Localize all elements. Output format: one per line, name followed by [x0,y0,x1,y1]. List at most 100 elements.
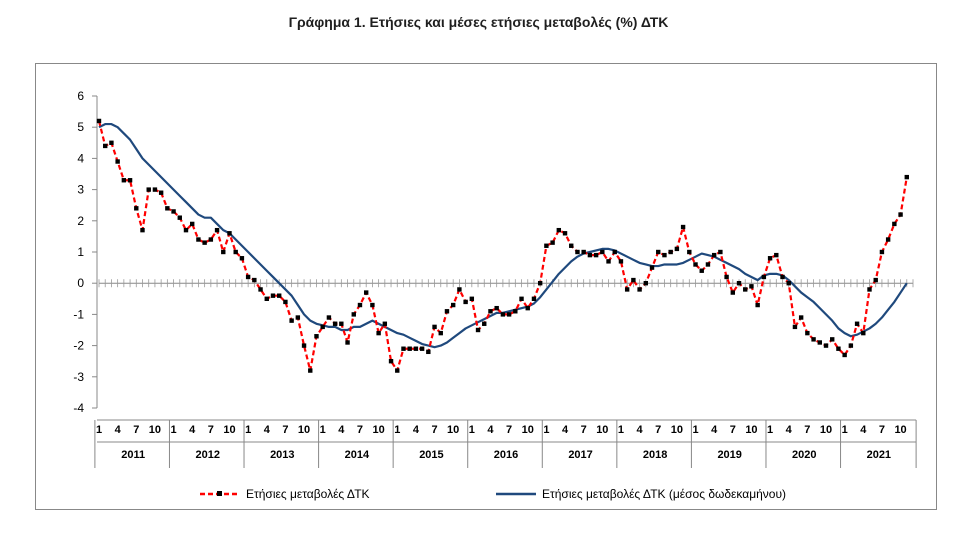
series-point-annual [494,305,499,311]
series-point-annual [506,312,512,317]
series-point-annual [711,252,717,258]
series-point-annual [649,265,655,270]
series-point-annual [233,249,238,255]
series-point-annual [842,352,847,358]
y-tick-label: -2 [73,339,84,353]
series-point-annual [817,340,822,345]
x-year-label: 2015 [419,449,443,461]
series-point-annual [761,274,767,280]
series-point-annual [830,337,835,342]
series-point-annual [581,249,586,255]
y-tick-label: 3 [77,183,84,197]
series-point-annual [202,240,207,245]
y-tick-label: 4 [77,151,84,165]
x-month-label: 1 [469,424,475,436]
series-point-annual [848,343,854,348]
series-point-annual [811,337,816,342]
series-point-annual [134,206,139,211]
x-month-label: 1 [692,424,698,436]
x-month-label: 4 [637,424,644,436]
series-point-annual [774,252,779,258]
series-point-annual [593,252,599,258]
chart-title: Γράφημα 1. Ετήσιες και μέσες ετήσιες μετ… [288,14,669,30]
series-point-annual [767,256,773,261]
series-point-annual [252,277,257,283]
series-point-annual [221,249,226,255]
x-month-label: 10 [298,424,310,436]
series-point-annual [525,305,530,311]
x-year-label: 2020 [792,449,816,461]
series-point-annual [401,346,406,351]
series-point-annual [904,174,909,180]
series-point-annual [500,312,506,317]
series-point-annual [892,221,897,227]
series-point-annual [656,249,661,255]
series-point-annual [898,212,903,217]
series-point-annual [96,118,102,124]
series-point-annual [413,346,419,351]
series-point-annual [519,296,524,301]
series-point-annual [301,343,307,348]
series-point-annual [320,324,325,330]
series-point-annual [264,296,269,301]
series-point-annual [103,143,108,149]
x-year-label: 2017 [568,449,592,461]
series-point-annual [276,293,282,298]
series-point-annual [618,259,624,264]
series-point-annual [289,318,294,323]
x-month-label: 7 [506,424,512,436]
series-point-annual [109,140,114,145]
x-month-label: 1 [245,424,251,436]
x-month-label: 4 [338,424,345,436]
x-month-label: 1 [842,424,848,436]
series-point-annual [258,287,263,292]
series-point-annual [780,274,785,280]
series-point-annual [351,312,356,317]
series-point-annual [339,321,344,326]
series-point-annual [183,227,189,233]
series-point-annual [749,284,754,289]
series-point-annual [245,274,251,280]
x-month-label: 10 [522,424,534,436]
series-point-annual [668,249,673,255]
series-point-annual [469,296,475,301]
legend-annual-label: Ετήσιες μεταβολές ΔΤΚ [246,487,370,501]
x-month-label: 7 [133,424,139,436]
series-point-annual [513,309,518,314]
series-point-annual [879,249,885,255]
x-month-label: 1 [394,424,400,436]
x-month-label: 10 [596,424,608,436]
series-point-annual [537,281,543,286]
y-tick-label: 1 [77,245,84,259]
x-month-label: 1 [320,424,326,436]
series-point-annual [643,281,649,286]
series-point-annual [854,321,860,326]
y-tick-label: 5 [77,120,84,134]
x-month-label: 10 [372,424,384,436]
series-point-annual [382,321,388,326]
series-point-annual [575,249,580,255]
x-month-label: 1 [96,424,102,436]
series-point-annual [370,302,375,308]
series-point-annual [562,231,568,236]
x-month-label: 1 [618,424,624,436]
y-tick-label: -4 [73,401,84,415]
series-point-annual [482,321,487,326]
x-month-label: 4 [487,424,494,436]
series-point-annual [755,302,760,308]
series-point-annual [786,281,791,286]
x-month-label: 7 [730,424,736,436]
x-year-label: 2016 [494,449,518,461]
series-point-annual [444,309,450,314]
x-month-label: 7 [879,424,885,436]
x-year-label: 2014 [345,449,370,461]
series-point-annual [438,330,443,336]
series-point-annual [798,315,804,320]
series-point-annual [792,324,798,330]
series-point-annual [239,256,245,261]
series-point-annual [885,237,891,242]
series-point-annual [600,249,605,255]
series-point-annual [724,274,729,280]
series-point-annual [270,293,276,298]
